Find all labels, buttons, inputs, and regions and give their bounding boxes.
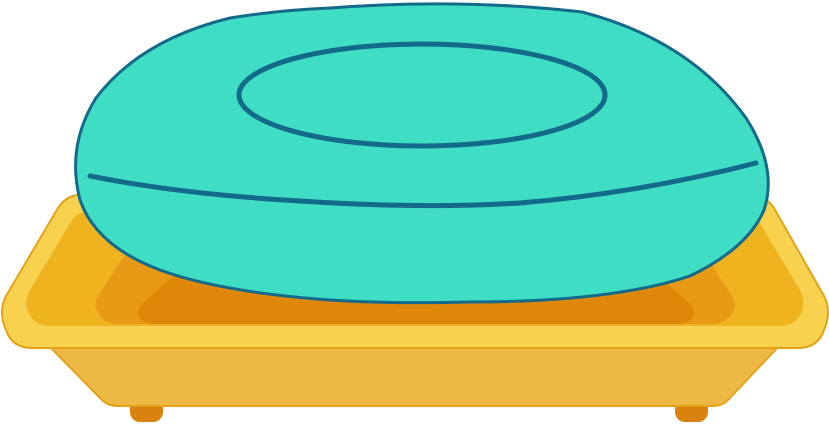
soap-emboss-oval [236, 41, 608, 149]
soap-seam-line [87, 160, 759, 209]
soap-bar [74, 2, 770, 305]
dish-base [45, 344, 783, 407]
